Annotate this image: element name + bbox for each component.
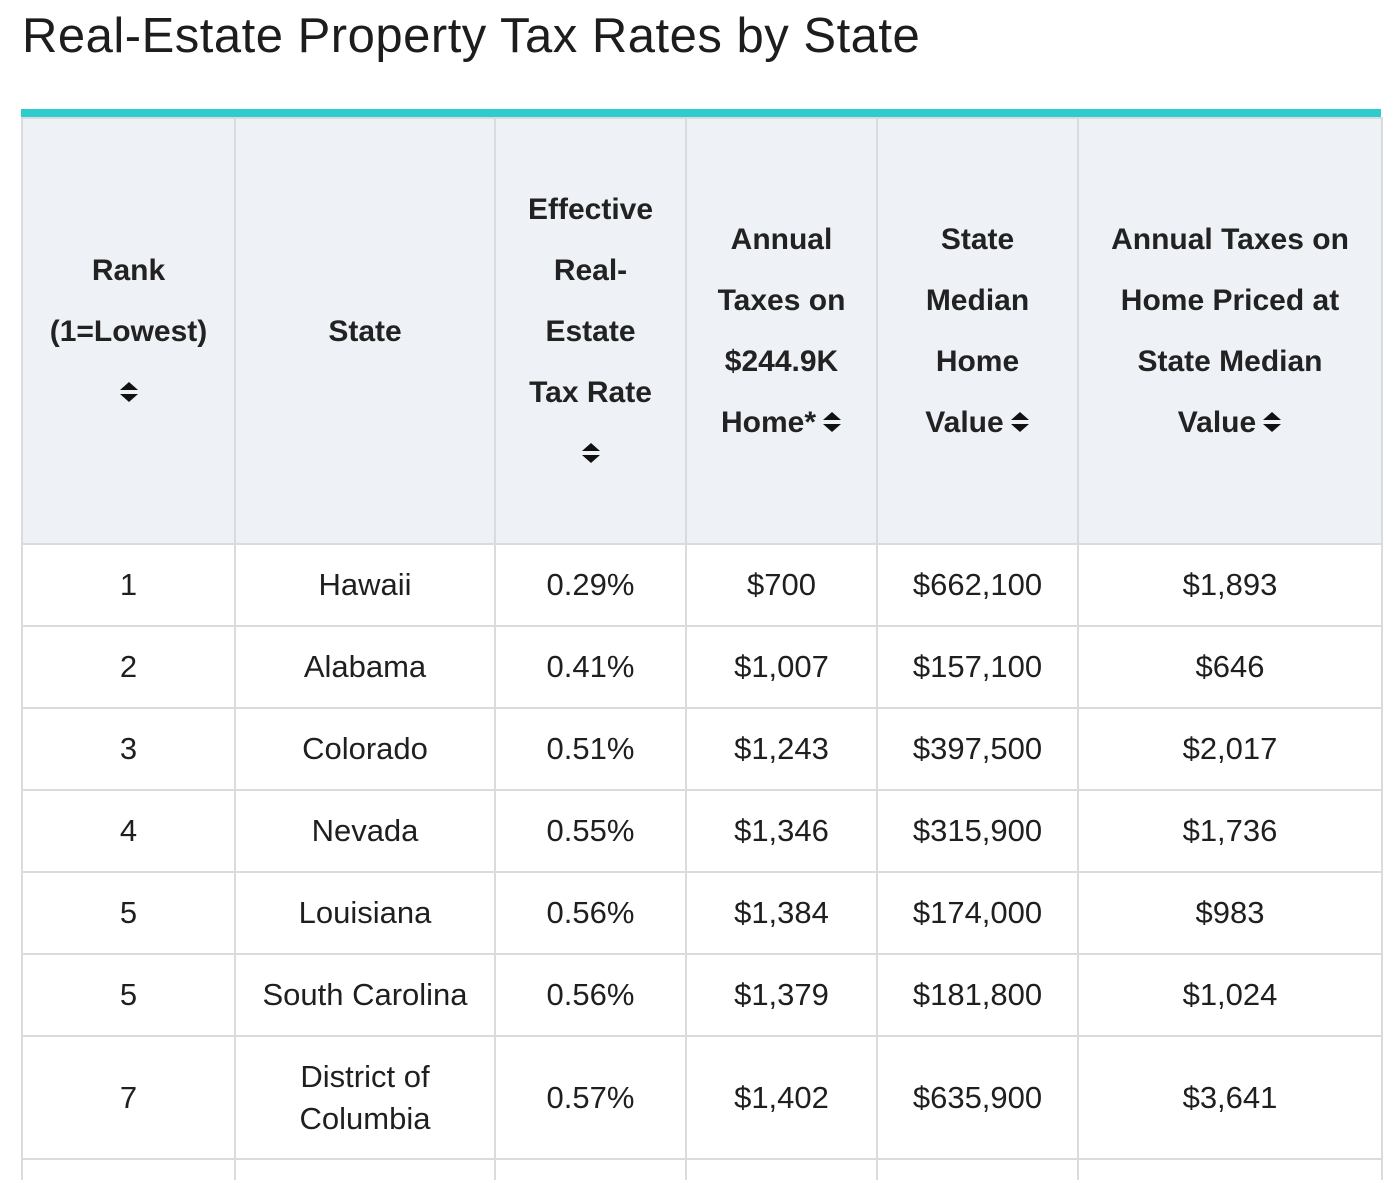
header-line: Home*: [720, 406, 817, 439]
column-header-median-home-value[interactable]: State Median Home Value: [876, 117, 1079, 545]
cell-effective-rate: 0.55%: [494, 789, 687, 873]
cell-rank: 7: [21, 1035, 236, 1160]
header-line: Taxes on: [717, 284, 846, 317]
cell-state: District of Columbia: [234, 1035, 496, 1160]
cell-state: Nevada: [234, 789, 496, 873]
header-line: Home: [935, 345, 1020, 378]
table-row: 2 Alabama 0.41% $1,007 $157,100 $646: [21, 625, 1383, 709]
tax-rate-table-container: Rank (1=Lowest) State Effective Real-: [21, 109, 1383, 1180]
cell-empty: [1077, 1158, 1383, 1180]
cell-effective-rate: 0.51%: [494, 707, 687, 791]
cell-empty: [234, 1158, 496, 1180]
cell-annual-taxes-median: $983: [1077, 871, 1383, 955]
cell-state: Hawaii: [234, 543, 496, 627]
sort-icon[interactable]: [119, 381, 139, 403]
cell-median-home-value: $315,900: [876, 789, 1079, 873]
header-line: (1=Lowest): [49, 314, 208, 348]
cell-effective-rate: 0.56%: [494, 953, 687, 1037]
header-line: Effective: [527, 192, 654, 226]
cell-empty: [494, 1158, 687, 1180]
table-row: 1 Hawaii 0.29% $700 $662,100 $1,893: [21, 543, 1383, 627]
cell-annual-taxes-fixed: $1,243: [685, 707, 878, 791]
cell-rank: 3: [21, 707, 236, 791]
cell-rank: 5: [21, 871, 236, 955]
column-header-effective-tax-rate[interactable]: Effective Real- Estate Tax Rate: [494, 117, 687, 545]
table-row: 7 District of Columbia 0.57% $1,402 $635…: [21, 1035, 1383, 1160]
table-body: 1 Hawaii 0.29% $700 $662,100 $1,893 2 Al…: [21, 543, 1383, 1180]
header-line: Value: [1177, 406, 1257, 439]
table-header: Rank (1=Lowest) State Effective Real-: [21, 117, 1383, 545]
cell-effective-rate: 0.29%: [494, 543, 687, 627]
table-row: 5 South Carolina 0.56% $1,379 $181,800 $…: [21, 953, 1383, 1037]
cell-rank: 4: [21, 789, 236, 873]
header-line: Tax Rate: [529, 375, 652, 409]
cell-rank: 1: [21, 543, 236, 627]
table-row: 3 Colorado 0.51% $1,243 $397,500 $2,017: [21, 707, 1383, 791]
cell-median-home-value: $174,000: [876, 871, 1079, 955]
cell-effective-rate: 0.56%: [494, 871, 687, 955]
header-line: Annual: [730, 223, 833, 256]
header-line: Home Priced at: [1120, 284, 1340, 317]
cell-annual-taxes-fixed: $1,402: [685, 1035, 878, 1160]
cell-annual-taxes-fixed: $1,346: [685, 789, 878, 873]
cell-empty: [685, 1158, 878, 1180]
cell-rank: 5: [21, 953, 236, 1037]
cell-annual-taxes-median: $1,736: [1077, 789, 1383, 873]
cell-state: Alabama: [234, 625, 496, 709]
header-row: Rank (1=Lowest) State Effective Real-: [21, 117, 1383, 545]
cell-median-home-value: $635,900: [876, 1035, 1079, 1160]
header-line: Annual Taxes on: [1111, 223, 1349, 256]
cell-median-home-value: $397,500: [876, 707, 1079, 791]
cell-annual-taxes-median: $646: [1077, 625, 1383, 709]
cell-annual-taxes-fixed: $1,384: [685, 871, 878, 955]
column-header-annual-taxes-fixed-home[interactable]: Annual Taxes on $244.9K Home*: [685, 117, 878, 545]
cell-state: South Carolina: [234, 953, 496, 1037]
cell-annual-taxes-fixed: $1,007: [685, 625, 878, 709]
cell-empty: [21, 1158, 236, 1180]
cell-state: Colorado: [234, 707, 496, 791]
cell-annual-taxes-median: $1,024: [1077, 953, 1383, 1037]
sort-icon[interactable]: [1262, 411, 1282, 433]
cell-median-home-value: $662,100: [876, 543, 1079, 627]
page-title: Real-Estate Property Tax Rates by State: [22, 9, 921, 63]
table-row: 4 Nevada 0.55% $1,346 $315,900 $1,736: [21, 789, 1383, 873]
column-header-annual-taxes-median-home[interactable]: Annual Taxes on Home Priced at State Med…: [1077, 117, 1383, 545]
state-name: District of Columbia: [299, 1058, 431, 1136]
cell-empty: [876, 1158, 1079, 1180]
header-line: State: [940, 223, 1015, 256]
cell-state: Louisiana: [234, 871, 496, 955]
column-header-state: State: [234, 117, 496, 545]
sort-icon[interactable]: [1010, 411, 1030, 433]
header-line: State Median: [1137, 345, 1323, 378]
table-row: 5 Louisiana 0.56% $1,384 $174,000 $983: [21, 871, 1383, 955]
header-line: Median: [925, 284, 1030, 317]
cell-annual-taxes-fixed: $700: [685, 543, 878, 627]
table-row-partial: [21, 1158, 1383, 1180]
sort-icon[interactable]: [822, 411, 842, 433]
cell-effective-rate: 0.41%: [494, 625, 687, 709]
cell-annual-taxes-median: $2,017: [1077, 707, 1383, 791]
cell-median-home-value: $181,800: [876, 953, 1079, 1037]
column-header-rank[interactable]: Rank (1=Lowest): [21, 117, 236, 545]
header-line: Estate: [545, 314, 636, 348]
cell-annual-taxes-median: $3,641: [1077, 1035, 1383, 1160]
header-line: Real-: [553, 253, 628, 287]
cell-rank: 2: [21, 625, 236, 709]
cell-median-home-value: $157,100: [876, 625, 1079, 709]
header-line: Value: [925, 406, 1004, 439]
header-line: State: [328, 314, 402, 348]
header-line: $244.9K: [724, 345, 839, 378]
sort-icon[interactable]: [581, 442, 601, 464]
cell-annual-taxes-fixed: $1,379: [685, 953, 878, 1037]
cell-annual-taxes-median: $1,893: [1077, 543, 1383, 627]
header-line: Rank: [91, 253, 166, 287]
tax-rate-table: Rank (1=Lowest) State Effective Real-: [21, 117, 1383, 1180]
cell-effective-rate: 0.57%: [494, 1035, 687, 1160]
